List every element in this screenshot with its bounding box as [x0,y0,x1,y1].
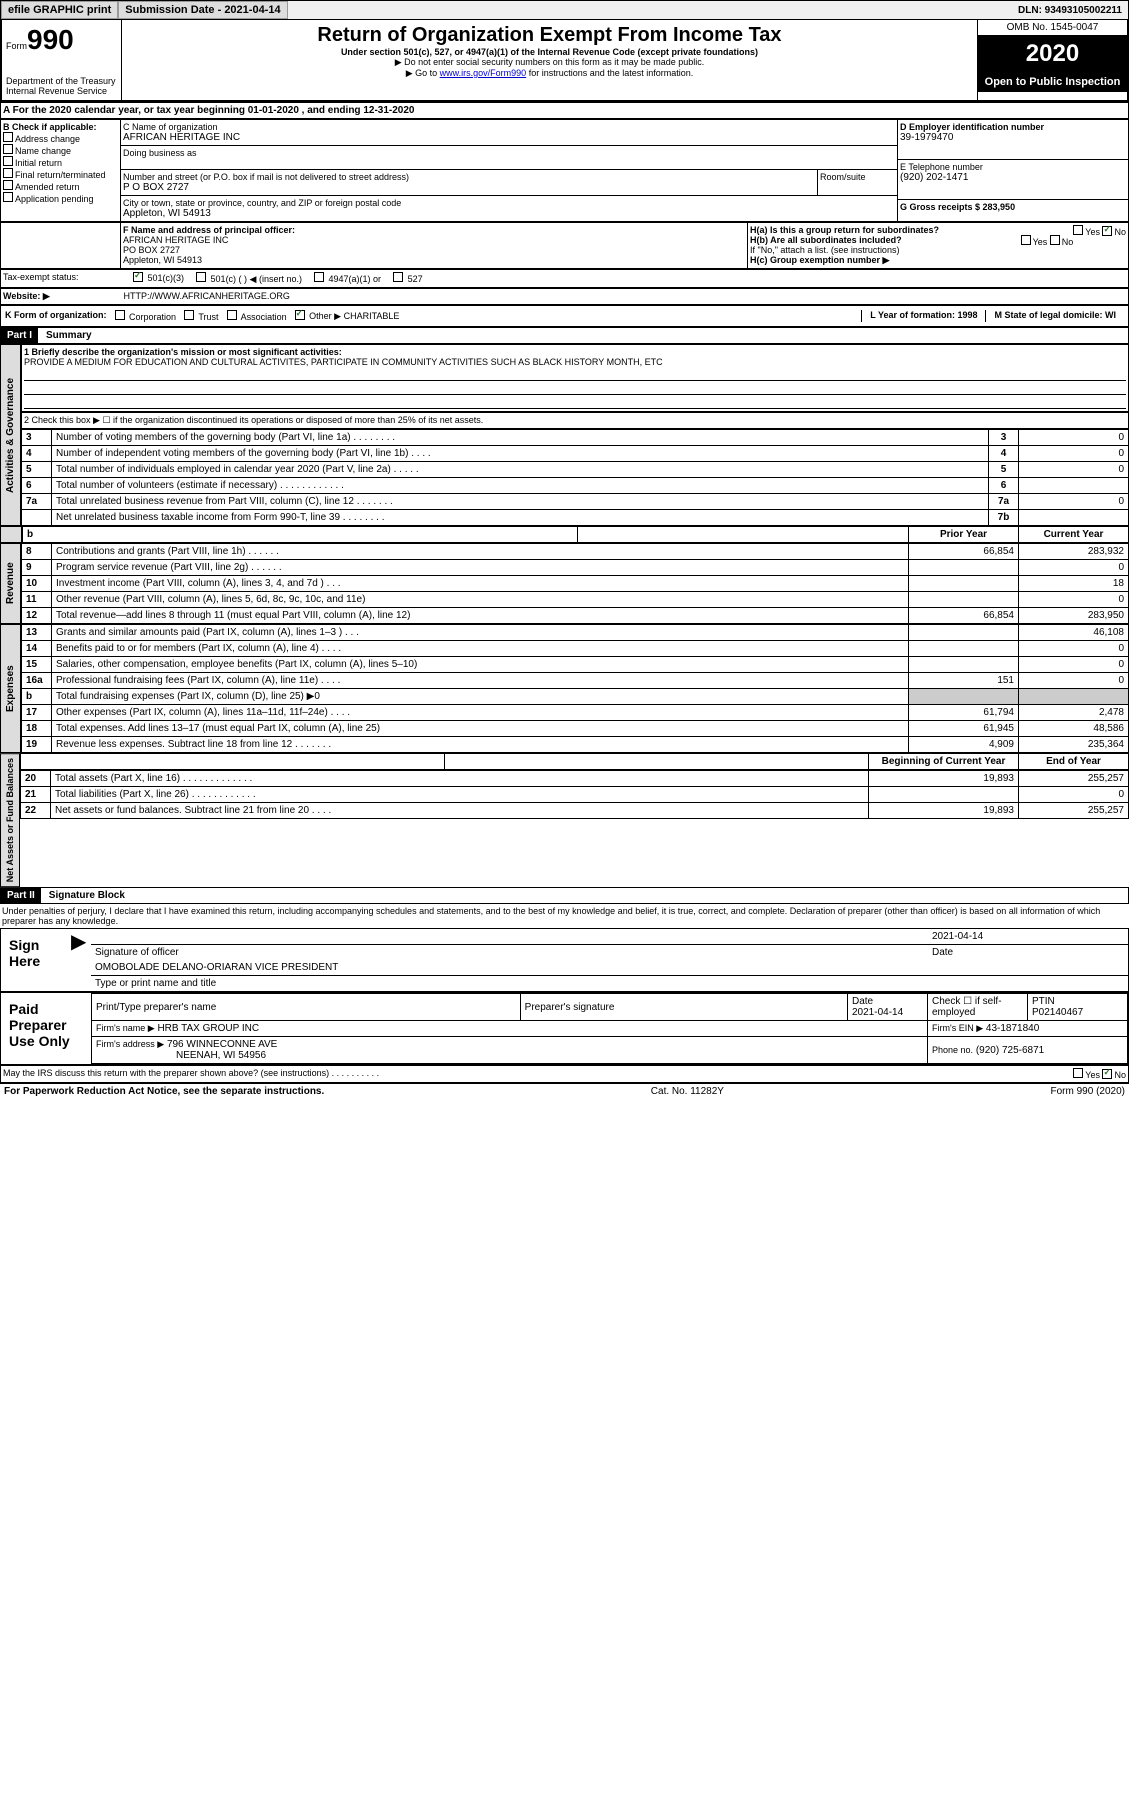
org-address: P O BOX 2727 [123,182,815,193]
other-check[interactable] [295,310,305,320]
tax-status-row: Tax-exempt status: 501(c)(3) 501(c) ( ) … [0,269,1129,288]
ha-no[interactable] [1102,226,1112,236]
declaration: Under penalties of perjury, I declare th… [0,904,1129,928]
e-label: E Telephone number [900,162,1126,172]
g-label: G Gross receipts $ 283,950 [898,200,1128,214]
part2-label: Part II [1,888,41,903]
addr-label: Number and street (or P.O. box if mail i… [123,172,815,182]
submission-date-button[interactable]: Submission Date - 2021-04-14 [118,1,287,19]
initial-return-check[interactable] [3,156,13,166]
inspection-label: Open to Public Inspection [978,72,1127,92]
501c-check[interactable] [196,272,206,282]
ha-yes[interactable] [1073,225,1083,235]
note2-post: for instructions and the latest informat… [526,68,693,78]
klm-row: K Form of organization: Corporation Trus… [0,305,1129,327]
header-grid: B Check if applicable: Address change Na… [0,119,1129,222]
room-label: Room/suite [817,170,897,195]
hb-yes[interactable] [1021,235,1031,245]
ha-label: H(a) Is this a group return for subordin… [750,225,939,235]
l-label: L Year of formation: 1998 [861,310,985,322]
efile-button[interactable]: efile GRAPHIC print [1,1,118,19]
app-pending-check[interactable] [3,192,13,202]
trust-check[interactable] [184,310,194,320]
part1-title: Summary [38,330,92,341]
part2-header: Part II Signature Block [0,887,1129,904]
m-label: M State of legal domicile: WI [985,310,1124,322]
expenses-table: 13Grants and similar amounts paid (Part … [21,624,1129,753]
top-toolbar: efile GRAPHIC print Submission Date - 20… [0,0,1129,20]
discuss-no[interactable] [1102,1069,1112,1079]
form-label: Form [6,41,27,51]
period-row: A For the 2020 calendar year, or tax yea… [0,102,1129,119]
sign-here-block: Sign Here ▶ 2021-04-14 Signature of offi… [0,928,1129,992]
form990-link[interactable]: www.irs.gov/Form990 [440,68,527,78]
note2-pre: ▶ Go to [406,68,440,78]
form-note1: ▶ Do not enter social security numbers o… [126,57,973,68]
page-footer: For Paperwork Reduction Act Notice, see … [0,1083,1129,1099]
f-addr2: Appleton, WI 54913 [123,255,745,265]
org-name: AFRICAN HERITAGE INC [123,132,895,143]
k-label: K Form of organization: [5,310,107,322]
revenue-table: 8Contributions and grants (Part VIII, li… [21,543,1129,624]
4947-check[interactable] [314,272,324,282]
city-label: City or town, state or province, country… [123,198,895,208]
website-row: Website: ▶ HTTP://WWW.AFRICANHERITAGE.OR… [0,288,1129,305]
org-city: Appleton, WI 54913 [123,208,895,219]
dept-label: Department of the Treasury Internal Reve… [6,76,117,96]
c-label: C Name of organization [123,122,895,132]
governance-table: 3Number of voting members of the governi… [21,429,1129,526]
net-assets-table: 20Total assets (Part X, line 16) . . . .… [20,770,1129,819]
phone: (920) 202-1471 [900,172,1126,183]
form-title: Return of Organization Exempt From Incom… [126,24,973,47]
discuss-row: May the IRS discuss this return with the… [0,1065,1129,1083]
paid-preparer-label: Paid Preparer Use Only [1,993,91,1064]
sign-here-label: Sign Here [1,929,71,991]
name-change-check[interactable] [3,144,13,154]
assoc-check[interactable] [227,310,237,320]
footer-mid: Cat. No. 11282Y [651,1086,724,1097]
tab-net-assets: Net Assets or Fund Balances [0,753,20,887]
paid-preparer-block: Paid Preparer Use Only Print/Type prepar… [0,992,1129,1065]
fh-row: F Name and address of principal officer:… [0,222,1129,269]
f-name: AFRICAN HERITAGE INC [123,235,745,245]
discuss-yes[interactable] [1073,1068,1083,1078]
j-label: Website: ▶ [3,291,121,302]
omb-number: OMB No. 1545-0047 [978,20,1127,36]
ein: 39-1979470 [900,132,1126,143]
line1-text: PROVIDE A MEDIUM FOR EDUCATION AND CULTU… [24,357,1126,367]
form-number: 990 [27,24,74,55]
final-return-check[interactable] [3,168,13,178]
527-check[interactable] [393,272,403,282]
part1-header: Part I Summary [0,327,1129,344]
i-label: Tax-exempt status: [3,272,121,285]
hb-no[interactable] [1050,235,1060,245]
dln-label: DLN: 93493105002211 [1012,3,1128,18]
tab-revenue: Revenue [0,543,21,624]
f-label: F Name and address of principal officer: [123,225,745,235]
b-label: B Check if applicable: [3,122,118,132]
net-headers: Beginning of Current YearEnd of Year [20,753,1129,770]
form-header: Form990 Department of the Treasury Inter… [0,20,1129,102]
footer-right: Form 990 (2020) [1051,1086,1125,1097]
amended-check[interactable] [3,180,13,190]
line1-label: 1 Briefly describe the organization's mi… [24,347,1126,357]
form-subtitle: Under section 501(c), 527, or 4947(a)(1)… [126,47,973,57]
hb-label: H(b) Are all subordinates included? [750,235,902,245]
d-label: D Employer identification number [900,122,1126,132]
tab-governance: Activities & Governance [0,344,21,526]
part1-label: Part I [1,328,38,343]
website-value: HTTP://WWW.AFRICANHERITAGE.ORG [124,291,290,301]
line2: 2 Check this box ▶ ☐ if the organization… [21,412,1129,429]
corp-check[interactable] [115,310,125,320]
tab-expenses: Expenses [0,624,21,753]
tax-year: 2020 [978,36,1127,72]
addr-change-check[interactable] [3,132,13,142]
part2-title: Signature Block [41,890,125,901]
dba-label: Doing business as [123,148,895,158]
f-addr1: PO BOX 2727 [123,245,745,255]
hc-label: H(c) Group exemption number ▶ [750,255,1126,266]
col-headers: bPrior YearCurrent Year [22,526,1129,543]
501c3-check[interactable] [133,272,143,282]
footer-left: For Paperwork Reduction Act Notice, see … [4,1086,324,1097]
